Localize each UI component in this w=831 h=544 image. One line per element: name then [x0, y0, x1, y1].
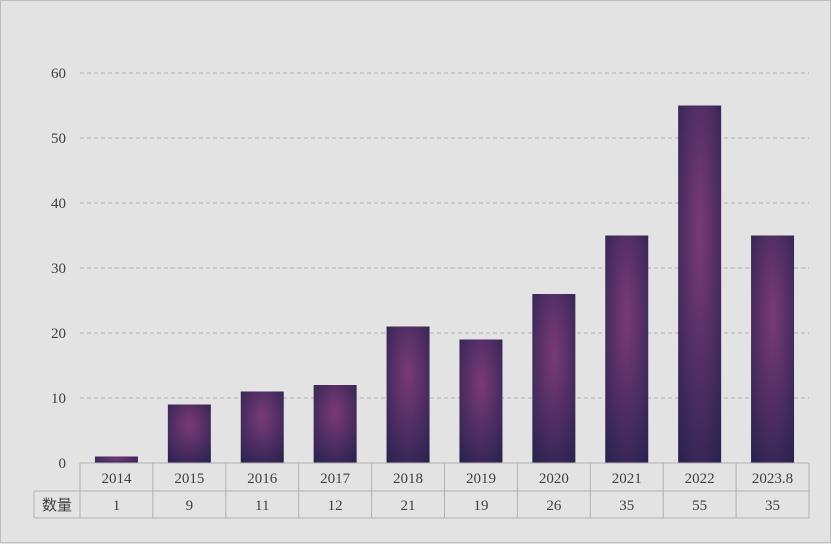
bar: [751, 235, 795, 463]
data-label: 35: [619, 498, 634, 514]
y-tick-label: 50: [51, 131, 66, 147]
data-label: 26: [546, 498, 562, 514]
data-label: 19: [473, 498, 488, 514]
x-category-label: 2018: [393, 471, 423, 487]
x-category-label: 2022: [685, 471, 715, 487]
data-label: 1: [113, 498, 121, 514]
y-tick-label: 30: [51, 261, 66, 277]
x-category-label: 2020: [539, 471, 569, 487]
data-label: 35: [765, 498, 780, 514]
bar: [605, 235, 649, 463]
gridlines: [80, 72, 809, 399]
data-label: 11: [255, 498, 269, 514]
x-category-label: 2019: [466, 471, 496, 487]
bar: [94, 456, 138, 463]
x-category-label: 2017: [320, 471, 351, 487]
bars: [94, 105, 795, 463]
y-tick-label: 40: [51, 196, 66, 212]
y-tick-label: 60: [51, 66, 66, 82]
bar: [167, 404, 211, 463]
bar: [386, 326, 430, 463]
data-label: 9: [186, 498, 194, 514]
x-category-label: 2015: [174, 471, 204, 487]
y-tick-label: 20: [51, 326, 66, 342]
x-category-label: 2016: [247, 471, 278, 487]
data-label: 21: [401, 498, 416, 514]
data-table: 2014 1 2015 9 2016 11 2017 12 2018 21 2019 19 2020 26…: [33, 462, 810, 519]
bar: [459, 339, 503, 463]
bar: [532, 294, 576, 463]
bar: [313, 385, 357, 463]
x-category-label: 2023.8: [752, 471, 793, 487]
bar: [240, 391, 284, 463]
x-category-label: 2021: [612, 471, 642, 487]
bar: [678, 105, 722, 463]
y-tick-label: 10: [51, 391, 66, 407]
y-axis-tick-labels: 0 10 20 30 40 50 60: [51, 66, 66, 472]
data-label: 12: [328, 498, 343, 514]
x-category-label: 2014: [101, 471, 132, 487]
data-label: 55: [692, 498, 707, 514]
y-tick-label: 0: [59, 456, 67, 472]
series-name-label: 数量: [42, 497, 72, 514]
